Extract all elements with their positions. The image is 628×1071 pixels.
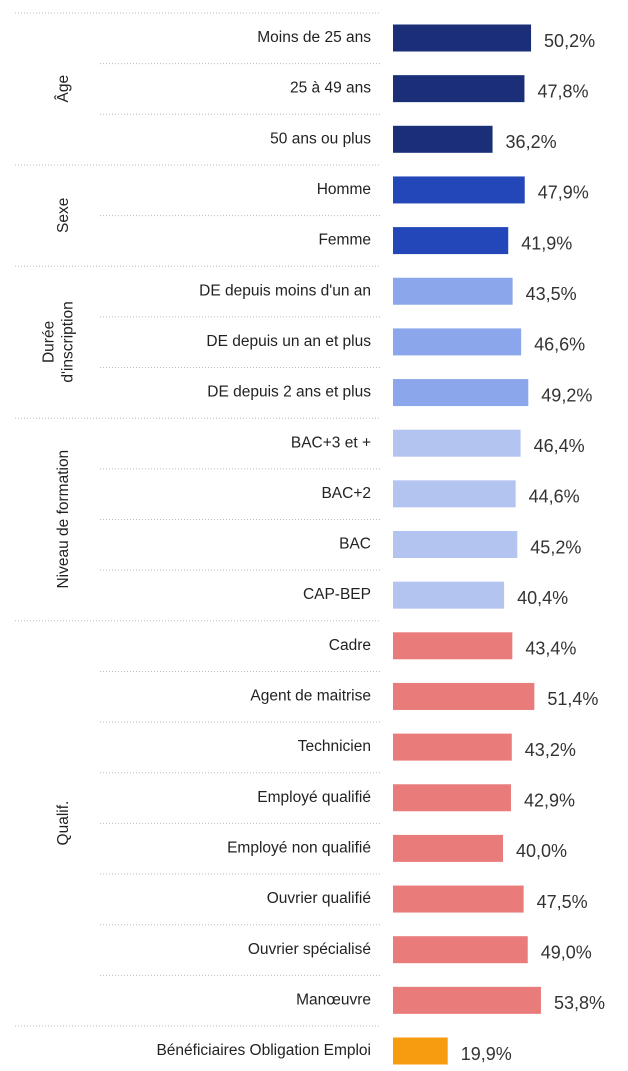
bar [393,227,509,255]
category-label: DE depuis moins d'un an [199,282,371,299]
value-label: 43,4% [525,639,576,659]
category-label: Employé qualifié [257,789,371,806]
bar [393,328,522,356]
bar [393,682,535,710]
value-label: 43,2% [525,740,576,760]
bar [393,885,524,913]
value-label: 43,5% [526,284,577,304]
category-label: Employé non qualifié [227,839,371,856]
value-label: 47,9% [538,183,589,203]
value-label: 41,9% [521,233,572,253]
group-label: Âge [55,75,72,103]
bar [393,834,503,862]
category-label: Moins de 25 ans [257,29,371,46]
value-label: 36,2% [506,132,557,152]
value-label: 50,2% [544,31,595,51]
category-label: Homme [317,181,371,198]
value-label: 49,2% [541,385,592,405]
bar [393,480,516,508]
category-label: BAC+3 et + [291,434,371,451]
bar [393,632,513,660]
value-label: 46,6% [534,335,585,355]
category-label: Agent de maitrise [250,688,371,705]
value-label: 45,2% [530,537,581,557]
category-label: Bénéficiaires Obligation Emploi [156,1042,371,1059]
value-label: 40,0% [516,841,567,861]
bar [393,936,528,964]
category-label: 50 ans ou plus [270,130,371,147]
bar [393,1037,448,1065]
bar [393,24,532,52]
bar [393,75,525,103]
value-label: 44,6% [529,487,580,507]
bar [393,581,505,609]
category-label: 25 à 49 ans [290,80,371,97]
group-label-line: Durée [41,321,58,363]
bar [393,277,513,305]
bar [393,429,521,457]
category-label: Cadre [329,637,371,654]
category-label: DE depuis un an et plus [206,333,371,350]
value-label: 42,9% [524,791,575,811]
bar [393,176,525,204]
category-label: Femme [318,232,371,249]
category-label: Ouvrier spécialisé [248,941,371,958]
group-label: Sexe [55,198,72,233]
bar [393,986,541,1014]
bar [393,379,529,407]
bar [393,125,493,153]
value-label: 46,4% [534,436,585,456]
group-label: Qualif. [55,801,72,846]
bar [393,531,518,558]
category-label: CAP-BEP [303,586,371,603]
value-label: 47,5% [537,892,588,912]
value-label: 51,4% [547,689,598,709]
value-label: 49,0% [541,942,592,962]
category-label: BAC [339,536,371,553]
category-label: Ouvrier qualifié [267,890,371,907]
group-label-line: d'inscription [60,301,77,382]
bar [393,784,511,812]
value-label: 40,4% [517,588,568,608]
value-label: 19,9% [461,1044,512,1064]
category-label: Manœuvre [296,991,371,1008]
value-label: 47,8% [537,81,588,101]
category-label: Technicien [298,738,371,755]
group-label: Niveau de formation [55,450,72,589]
category-label: DE depuis 2 ans et plus [207,384,371,401]
value-label: 53,8% [554,993,605,1013]
group-label: Durée d'inscription [41,301,77,382]
category-label: BAC+2 [321,485,371,502]
bar [393,733,512,761]
